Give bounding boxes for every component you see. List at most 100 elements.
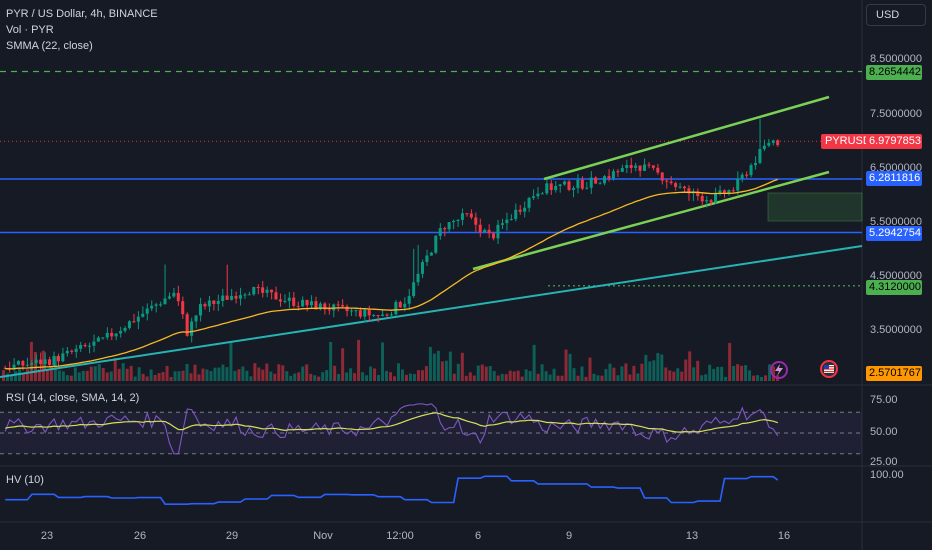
volume-bar bbox=[740, 365, 744, 381]
candle-body bbox=[474, 217, 478, 225]
candle-body bbox=[705, 200, 709, 202]
price-tag-green-top: 8.2654442 bbox=[866, 65, 922, 80]
volume-bar bbox=[189, 373, 193, 381]
candle-body bbox=[25, 364, 29, 366]
candle-body bbox=[767, 142, 771, 146]
volume-bar bbox=[49, 366, 53, 381]
volume-bar bbox=[137, 367, 141, 381]
candle-body bbox=[523, 207, 527, 212]
candle-body bbox=[252, 287, 256, 295]
volume-bar bbox=[341, 348, 345, 381]
volume-bar bbox=[69, 375, 73, 381]
us-flag-icon[interactable] bbox=[820, 360, 838, 378]
volume-bar bbox=[193, 364, 197, 381]
volume-bar bbox=[636, 373, 640, 381]
volume-bar bbox=[700, 375, 704, 381]
candle-body bbox=[678, 186, 682, 188]
candle-body bbox=[190, 321, 194, 336]
volume-bar bbox=[712, 368, 716, 381]
candle-body bbox=[318, 303, 322, 310]
candle-body bbox=[389, 314, 393, 316]
volume-bar bbox=[145, 376, 149, 381]
candle-body bbox=[194, 315, 198, 322]
volume-bar bbox=[213, 367, 217, 381]
currency-button[interactable]: USD bbox=[866, 4, 926, 26]
volume-bar bbox=[588, 357, 592, 381]
volume-bar bbox=[345, 372, 349, 381]
time-axis-label: 23 bbox=[40, 530, 54, 542]
candle-body bbox=[212, 300, 216, 304]
candle-body bbox=[749, 165, 753, 176]
volume-bar bbox=[237, 369, 241, 381]
candle-body bbox=[496, 224, 500, 239]
volume-bar bbox=[544, 371, 548, 381]
candle-body bbox=[656, 167, 660, 173]
candle-body bbox=[651, 165, 655, 168]
candle-body bbox=[119, 330, 123, 334]
volume-bar bbox=[620, 366, 624, 381]
volume-bar bbox=[744, 365, 748, 381]
volume-bar bbox=[488, 366, 492, 381]
volume-bar bbox=[640, 363, 644, 381]
volume-bar bbox=[600, 375, 604, 381]
volume-bar bbox=[269, 371, 273, 381]
candle-body bbox=[381, 314, 385, 316]
volume-bar bbox=[89, 366, 93, 381]
volume-bar bbox=[361, 372, 365, 381]
volume-bar bbox=[432, 353, 436, 381]
candle-body bbox=[21, 360, 25, 366]
volume-bar bbox=[660, 354, 664, 381]
volume-bar bbox=[484, 366, 488, 381]
volume-bar bbox=[652, 360, 656, 381]
candle-body bbox=[256, 287, 260, 289]
volume-bar bbox=[325, 370, 329, 381]
candle-body bbox=[207, 300, 211, 307]
volume-bar bbox=[81, 370, 85, 381]
volume-bar bbox=[516, 370, 520, 381]
price-tag-blue-lower: 5.2942754 bbox=[866, 226, 922, 241]
candle-body bbox=[79, 344, 83, 349]
volume-bar bbox=[624, 363, 628, 381]
candle-body bbox=[598, 183, 602, 185]
volume-bar bbox=[764, 375, 768, 381]
volume-bar bbox=[381, 342, 385, 381]
candle-body bbox=[398, 302, 402, 308]
time-axis-label: 29 bbox=[225, 530, 239, 542]
volume-bar bbox=[732, 365, 736, 381]
volume-bar bbox=[13, 371, 17, 381]
volume-bar bbox=[301, 366, 305, 381]
volume-bar bbox=[472, 375, 476, 381]
volume-bar bbox=[720, 366, 724, 381]
candle-body bbox=[478, 224, 482, 233]
volume-bar bbox=[61, 371, 65, 381]
time-axis-label: 9 bbox=[565, 530, 573, 542]
candle-body bbox=[65, 350, 69, 354]
smma-line bbox=[5, 178, 779, 370]
candle-body bbox=[638, 165, 642, 171]
volume-bar bbox=[181, 370, 185, 381]
time-axis-label: 13 bbox=[685, 530, 699, 542]
candle-body bbox=[500, 223, 504, 225]
volume-bar bbox=[205, 369, 209, 381]
candle-body bbox=[185, 314, 189, 336]
volume-bar bbox=[141, 373, 145, 381]
volume-bar bbox=[604, 369, 608, 381]
volume-bar bbox=[157, 373, 161, 381]
volume-bar bbox=[313, 375, 317, 381]
volume-bar bbox=[229, 341, 233, 381]
candle-body bbox=[700, 195, 704, 202]
candle-body bbox=[309, 301, 313, 306]
candle-body bbox=[665, 180, 669, 182]
hv-line bbox=[5, 475, 779, 506]
candle-body bbox=[83, 344, 87, 347]
volume-bar bbox=[456, 363, 460, 381]
volume-bar bbox=[57, 370, 61, 381]
lightning-icon[interactable] bbox=[770, 361, 788, 379]
volume-bar bbox=[568, 353, 572, 381]
candle-body bbox=[12, 364, 16, 370]
volume-bar bbox=[436, 350, 440, 381]
price-tag-last: 6.9797853 bbox=[866, 134, 922, 149]
candle-body bbox=[123, 327, 127, 331]
volume-bar bbox=[65, 375, 69, 381]
